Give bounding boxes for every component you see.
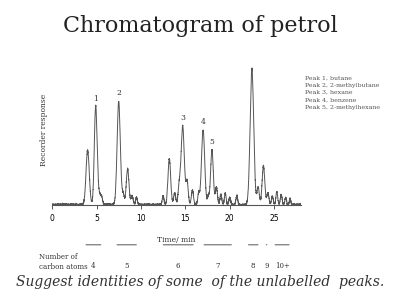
Text: 3: 3: [180, 113, 185, 122]
Text: 6: 6: [176, 262, 180, 270]
Text: 9: 9: [264, 262, 269, 270]
Text: Time/ min: Time/ min: [157, 236, 196, 244]
Text: Peak 1, butane
Peak 2, 2-methylbutane
Peak 3, hexane
Peak 4, benzene
Peak 5, 2-m: Peak 1, butane Peak 2, 2-methylbutane Pe…: [305, 75, 380, 110]
Text: Number of
carbon atoms: Number of carbon atoms: [39, 253, 87, 271]
Text: Suggest identities of some  of the unlabelled  peaks.: Suggest identities of some of the unlabe…: [16, 275, 385, 289]
Text: 10+: 10+: [275, 262, 290, 270]
Text: 4: 4: [91, 262, 96, 270]
Text: Chromatogram of petrol: Chromatogram of petrol: [63, 15, 338, 37]
Text: 4: 4: [200, 118, 206, 126]
Y-axis label: Recorder response: Recorder response: [40, 93, 48, 166]
Text: 7: 7: [215, 262, 220, 270]
Text: 5: 5: [124, 262, 129, 270]
Text: 2: 2: [116, 89, 121, 97]
Text: 5: 5: [209, 138, 215, 146]
Text: 1: 1: [93, 95, 98, 103]
Text: 8: 8: [251, 262, 255, 270]
